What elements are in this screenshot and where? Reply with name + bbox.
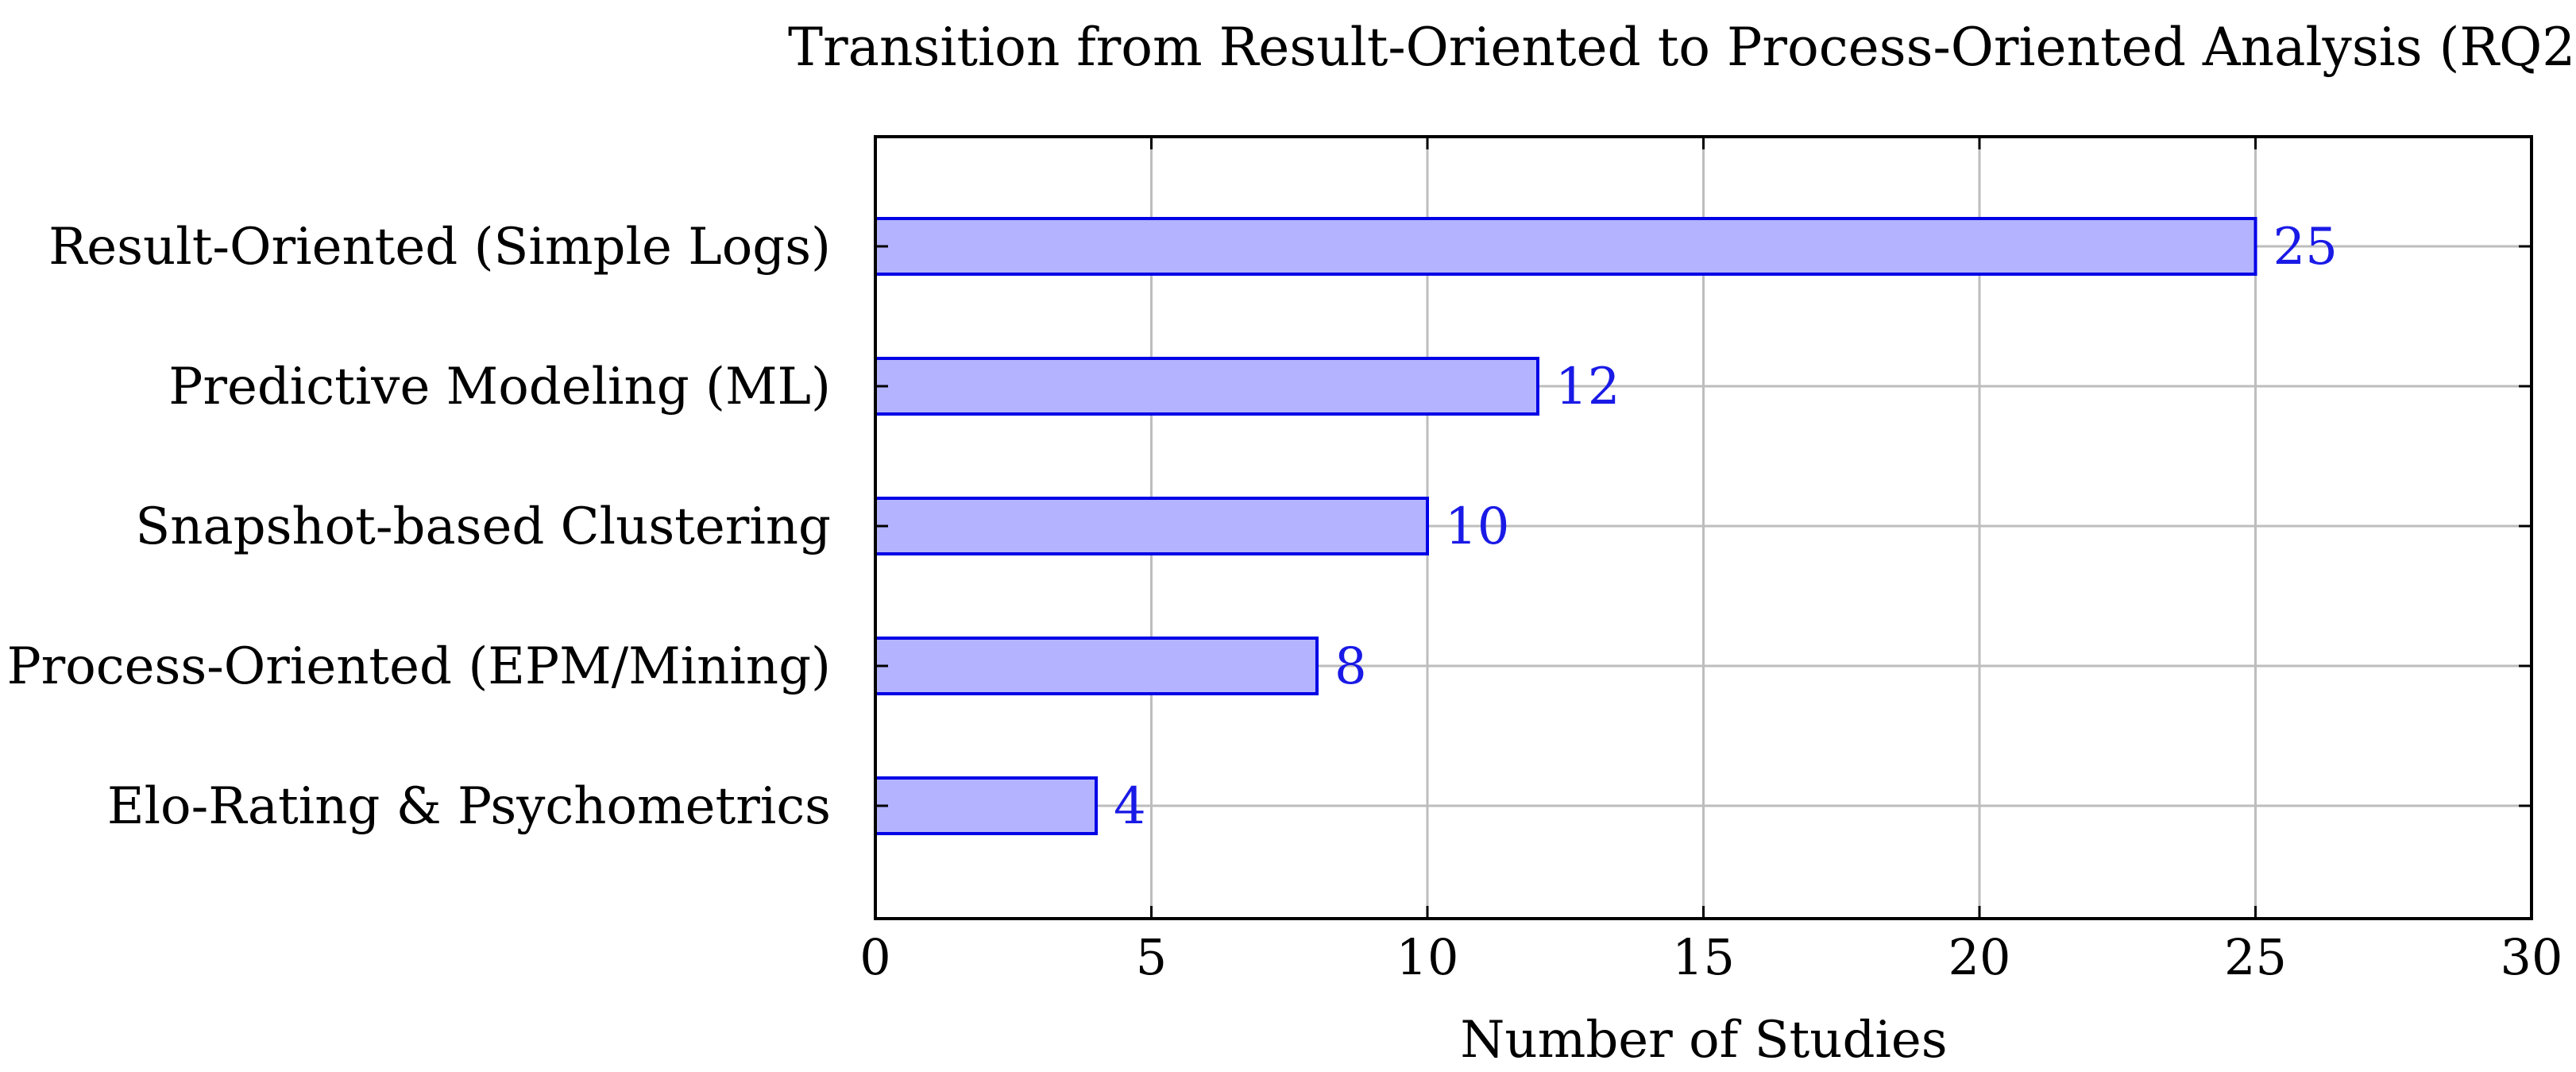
data-label-0: 25	[2273, 218, 2338, 277]
x-tick-label-15: 15	[1672, 928, 1735, 986]
x-tick-label-30: 30	[2501, 928, 2563, 986]
data-label-1: 12	[1555, 358, 1620, 416]
category-label-4: Elo-Rating & Psychometrics	[107, 777, 831, 836]
category-label-3: Process-Oriented (EPM/Mining)	[7, 637, 831, 696]
data-label-2: 10	[1445, 497, 1509, 556]
x-tick-label-10: 10	[1396, 928, 1459, 986]
bar-0	[874, 217, 2257, 276]
x-tick-label-5: 5	[1136, 928, 1167, 986]
bar-3	[874, 637, 1319, 695]
x-axis-ticks: 0 5 10 15 20 25 30	[859, 137, 2562, 986]
bar-1	[874, 357, 1539, 416]
chart-title: Transition from Result-Oriented to Proce…	[788, 17, 2576, 78]
bars	[874, 217, 2257, 835]
category-label-0: Result-Oriented (Simple Logs)	[48, 218, 831, 277]
data-label-4: 4	[1114, 777, 1146, 836]
category-labels: Result-Oriented (Simple Logs) Predictive …	[7, 218, 831, 836]
category-label-2: Snapshot-based Clustering	[135, 497, 831, 556]
plot-frame	[874, 135, 2533, 920]
data-label-3: 8	[1334, 637, 1367, 696]
x-tick-label-20: 20	[1948, 928, 2011, 986]
bar-2	[874, 497, 1429, 555]
data-labels: 25 12 10 8 4	[1114, 218, 2338, 836]
bar-4	[874, 776, 1098, 835]
x-axis-label: Number of Studies	[1460, 1011, 1947, 1070]
category-label-1: Predictive Modeling (ML)	[168, 358, 831, 416]
x-tick-label-25: 25	[2224, 928, 2287, 986]
x-tick-label-0: 0	[859, 928, 890, 986]
